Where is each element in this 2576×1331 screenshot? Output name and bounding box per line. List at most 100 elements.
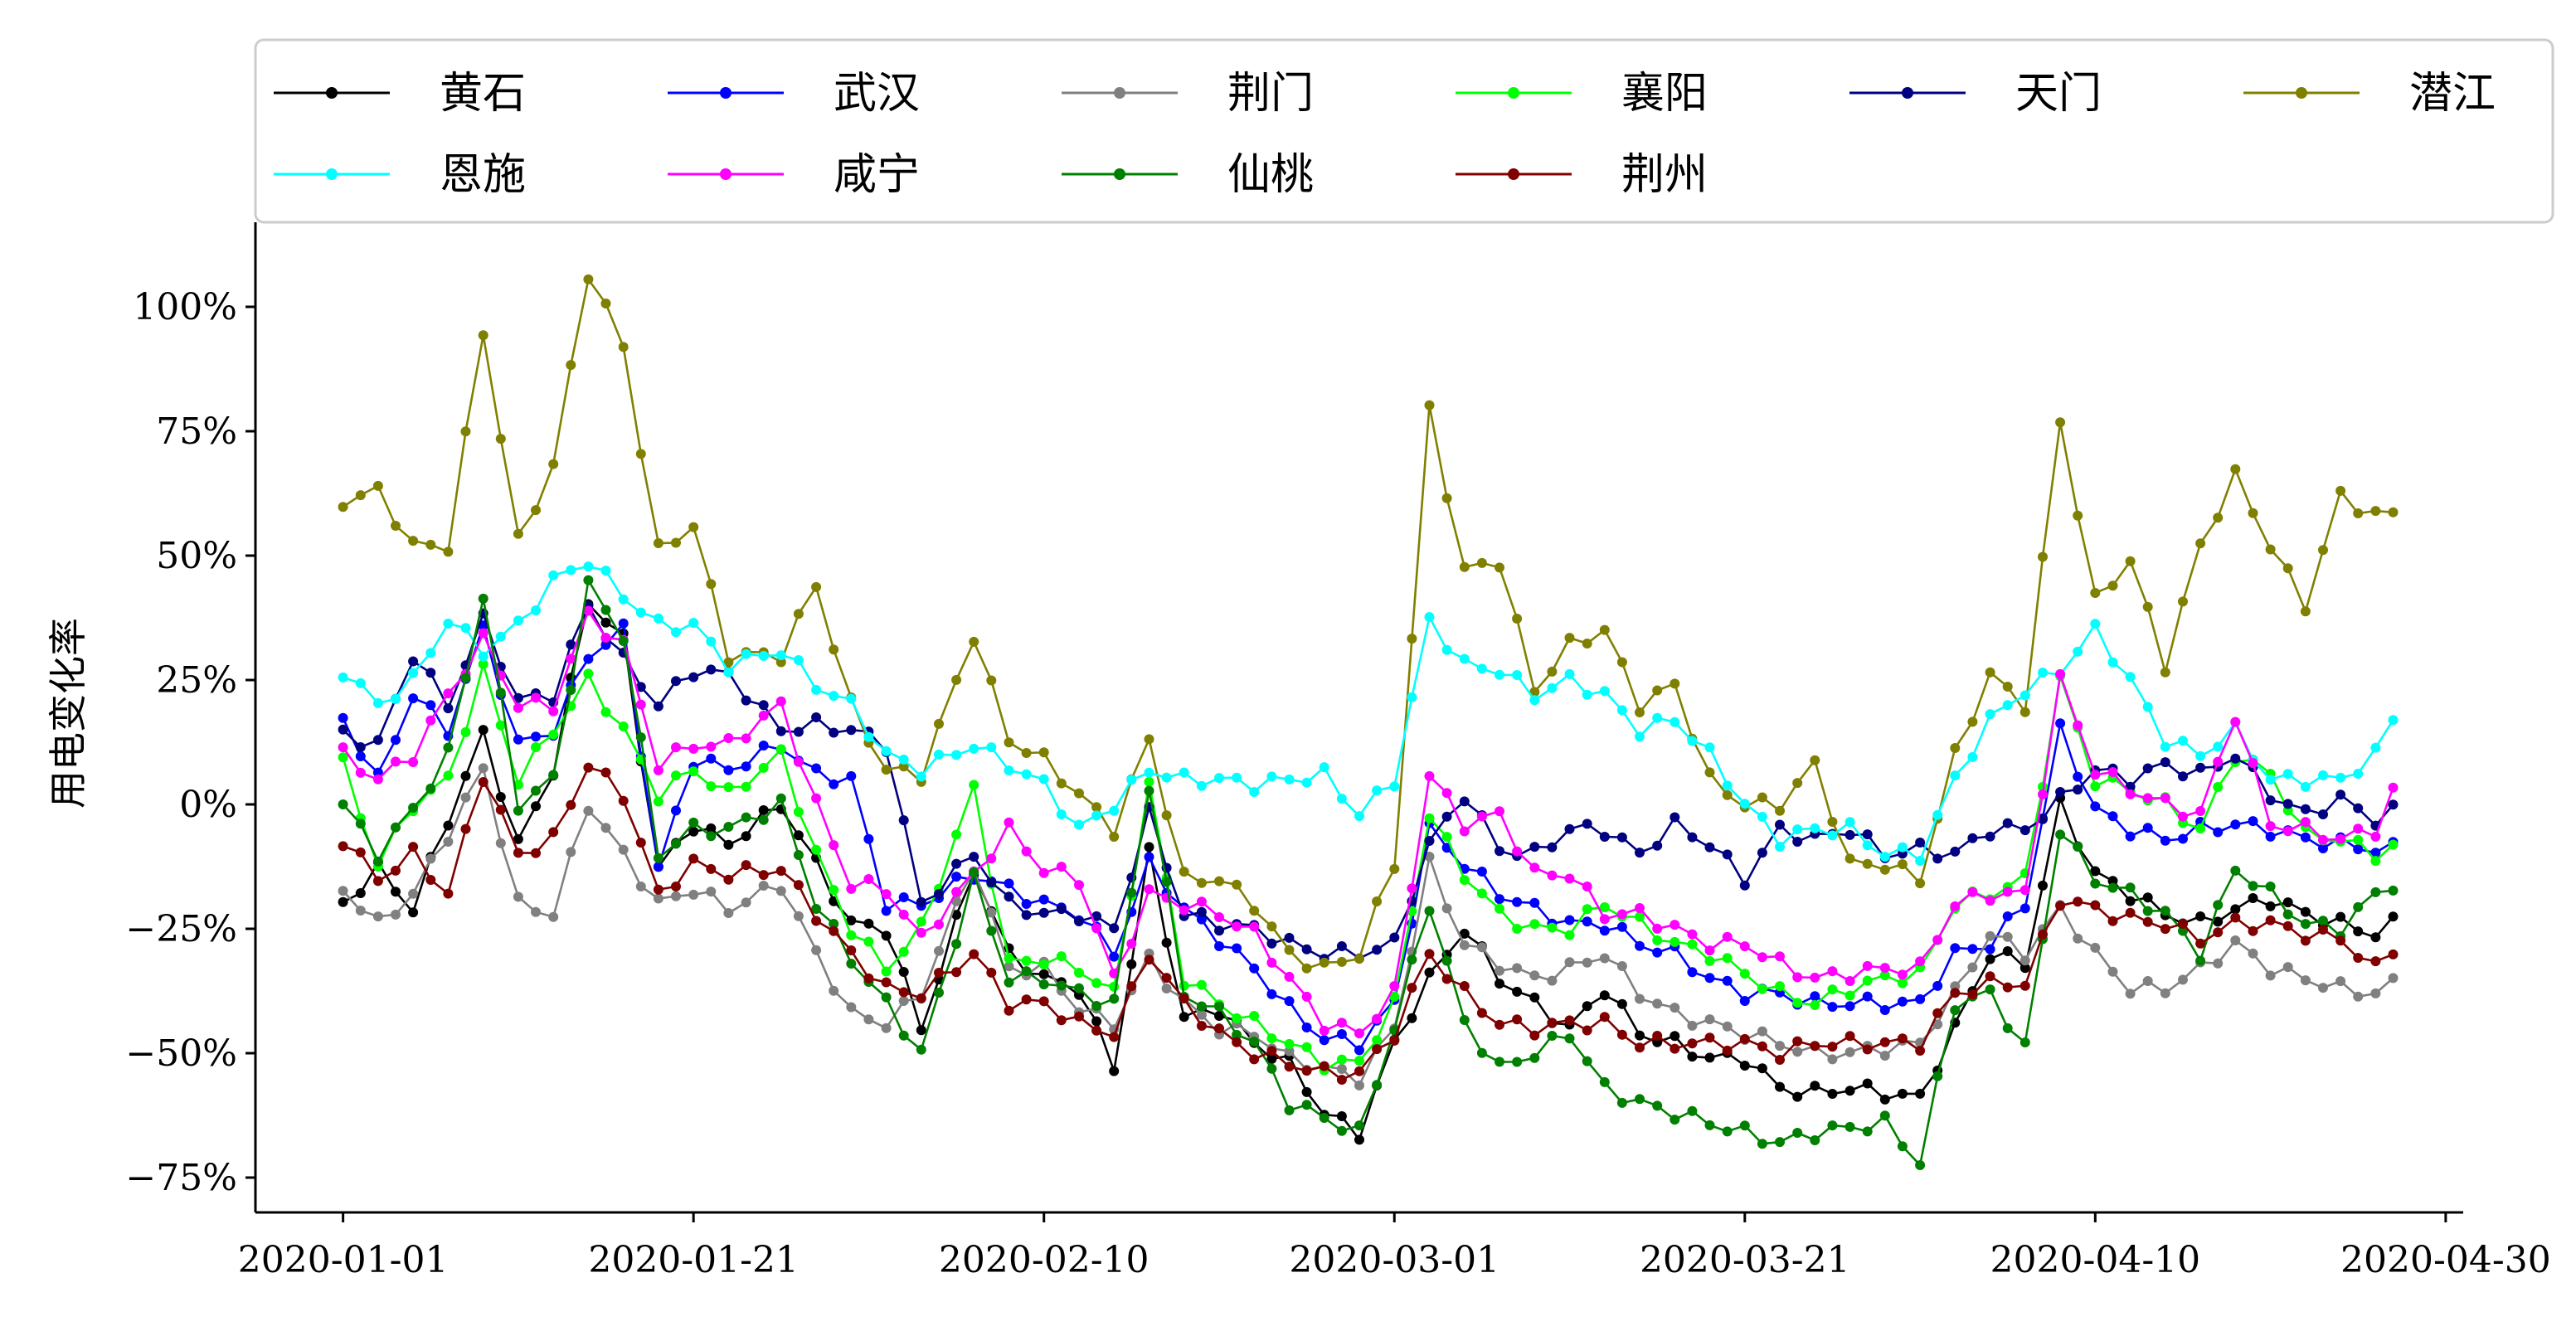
data-point [811,763,822,774]
data-point [2388,949,2399,959]
data-point [1722,849,1733,860]
data-point [1441,644,1452,655]
data-point [1214,773,1224,784]
data-point [741,831,751,842]
data-point [513,528,523,539]
data-point [1599,624,1610,635]
legend-item: 恩施 [274,150,526,200]
data-point [408,888,419,899]
data-point [1126,775,1137,785]
data-point [355,906,366,916]
data-point [1652,1100,1663,1111]
data-point [372,697,383,708]
data-point [1897,1033,1908,1044]
data-point [741,897,751,908]
data-point [531,848,541,858]
data-point [2125,831,2136,842]
data-point [1266,957,1277,968]
legend-item: 荆门 [1062,69,1314,119]
data-point [2002,682,2013,692]
data-point [1810,823,1820,833]
data-point [1616,1097,1627,1108]
data-point [338,752,348,763]
data-point [1074,989,1084,1000]
data-point [1827,817,1838,827]
data-point [2248,893,2258,903]
data-point [2142,601,2153,612]
data-point [531,906,541,917]
data-point [688,618,699,629]
data-point [1144,734,1154,745]
data-point [1459,928,1470,939]
data-point [355,490,366,501]
data-point [2142,763,2153,774]
x-tick-label: 2020-03-01 [1289,1239,1499,1281]
data-point [1336,1111,1347,1121]
data-point [1792,824,1803,835]
data-point [1985,831,1995,842]
data-point [1547,1031,1558,1041]
data-point [635,699,646,710]
data-point [2090,770,2101,780]
series-line [342,620,2394,1052]
data-point [2125,556,2136,566]
data-point [934,889,944,899]
data-point [2055,417,2066,428]
data-point [1635,993,1645,1004]
data-point [2282,769,2293,780]
data-point [635,682,646,692]
data-point [1495,806,1504,817]
data-point [688,817,699,828]
data-point [408,536,419,546]
data-point [1179,1012,1189,1023]
data-point [1476,811,1487,822]
data-point [1915,838,1926,848]
data-point [460,726,471,737]
data-point [2125,672,2136,683]
data-point [1161,937,1172,948]
data-point [2160,835,2170,846]
data-point [1336,941,1347,951]
data-point [2282,799,2293,809]
data-point [478,725,488,736]
data-point [2335,911,2346,922]
data-point [583,575,594,585]
data-point [2142,793,2153,804]
data-point [1476,557,1487,568]
data-point [2230,935,2241,945]
data-point [2090,619,2101,629]
data-point [2160,906,2170,916]
data-point [1704,842,1715,853]
data-point [2388,885,2399,896]
data-point [1266,921,1277,932]
data-point [1582,1001,1592,1012]
data-point [2195,955,2206,966]
data-point [531,731,541,742]
data-point [1775,1041,1785,1052]
data-point [583,653,594,664]
data-point [2142,906,2153,916]
data-point [671,882,681,891]
data-point [2265,970,2276,981]
data-point [460,623,471,634]
data-point [1704,1120,1715,1130]
data-point [1512,1057,1523,1067]
data-point [1827,1089,1838,1099]
data-point [2090,942,2101,953]
data-point [1038,894,1049,905]
data-point [1582,916,1592,927]
data-point [969,867,979,877]
data-point [881,930,892,941]
data-point [1512,986,1523,997]
data-point [1529,862,1540,873]
data-point [1599,902,1610,912]
data-point [793,807,804,817]
data-point [1161,973,1172,984]
data-point [671,805,681,816]
data-point [2388,839,2399,850]
data-point [1284,971,1295,982]
x-tick-label: 2020-02-10 [939,1239,1149,1281]
data-point [2038,880,2048,891]
data-point [1950,1005,1961,1016]
data-point [1862,1078,1873,1089]
